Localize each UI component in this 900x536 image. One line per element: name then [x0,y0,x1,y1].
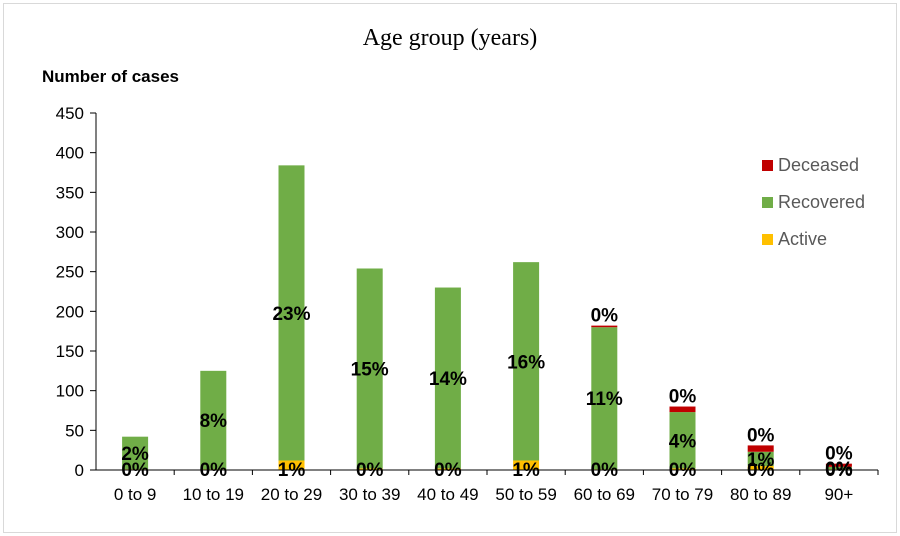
x-tick-label-4: 40 to 49 [417,485,478,504]
y-tick-label-4: 200 [56,302,84,321]
data-labels: 0%2%0%8%1%23%0%15%0%14%1%16%0%11%0%0%4%0… [121,304,852,481]
data-label-recovered-4: 14% [429,369,467,390]
data-label-deceased-7: 0% [669,387,697,408]
bar-active-2 [278,460,305,470]
legend-label-active: Active [778,229,827,249]
data-label-recovered-3: 15% [351,359,389,380]
legend-swatch-deceased [762,160,773,171]
bar-active-5 [513,460,540,470]
data-label-deceased-8: 0% [747,425,775,446]
y-tick-label-9: 450 [56,104,84,123]
y-tick-label-3: 150 [56,342,84,361]
x-tick-label-8: 80 to 89 [730,485,791,504]
x-tick-label-0: 0 to 9 [114,485,157,504]
bar-recovered-8 [747,451,774,467]
x-tick-label-3: 30 to 39 [339,485,400,504]
bar-recovered-4 [434,287,461,469]
data-label-recovered-8: 1% [747,450,775,471]
bar-deceased-9 [825,463,852,467]
bar-recovered-5 [513,262,540,461]
y-axis-label: Number of cases [42,67,179,86]
legend-swatch-active [762,234,773,245]
data-label-recovered-1: 8% [200,411,228,432]
y-tick-label-6: 300 [56,223,84,242]
x-tick-label-5: 50 to 59 [495,485,556,504]
data-label-recovered-0: 2% [121,444,149,465]
legend-label-deceased: Deceased [778,155,859,175]
bars [122,165,852,470]
legend-swatch-recovered [762,197,773,208]
data-label-recovered-5: 16% [507,352,545,373]
data-label-deceased-6: 0% [591,306,619,327]
bar-active-7 [669,468,696,470]
legend-label-recovered: Recovered [778,192,865,212]
y-tick-label-7: 350 [56,183,84,202]
x-tick-label-1: 10 to 19 [183,485,244,504]
chart-title: Age group (years) [363,25,538,51]
data-label-recovered-2: 23% [272,304,310,325]
x-axis-ticks: 0 to 9 10 to 19 20 to 29 30 to 39 40 to 49 50… [114,470,879,504]
y-axis-ticks: 0 50 100 150 200 250 300 350 400 450 [56,104,96,480]
bar-recovered-0 [122,436,149,470]
legend: Deceased Recovered Active [762,155,865,249]
y-tick-label-2: 100 [56,382,84,401]
bar-deceased-7 [669,406,696,413]
x-tick-label-6: 60 to 69 [574,485,635,504]
bar-recovered-1 [200,370,227,470]
bar-active-3 [356,468,383,470]
bar-recovered-2 [278,165,305,461]
data-label-recovered-7: 4% [669,431,697,452]
x-tick-label-2: 20 to 29 [261,485,322,504]
data-label-deceased-9: 0% [825,444,853,465]
y-tick-label-8: 400 [56,144,84,163]
bar-active-4 [434,468,461,470]
bar-recovered-9 [825,466,852,470]
bar-deceased-8 [747,445,774,452]
bar-active-8 [747,466,774,470]
bar-recovered-6 [591,327,618,470]
data-label-recovered-6: 11% [586,389,623,410]
y-tick-label-5: 250 [56,263,84,282]
x-tick-label-9: 90+ [824,485,853,504]
bar-recovered-3 [356,268,383,469]
y-tick-label-0: 0 [75,461,84,480]
bar-recovered-7 [669,412,696,469]
y-tick-label-1: 50 [65,421,84,440]
x-tick-label-7: 70 to 79 [652,485,713,504]
bar-deceased-6 [591,325,618,328]
